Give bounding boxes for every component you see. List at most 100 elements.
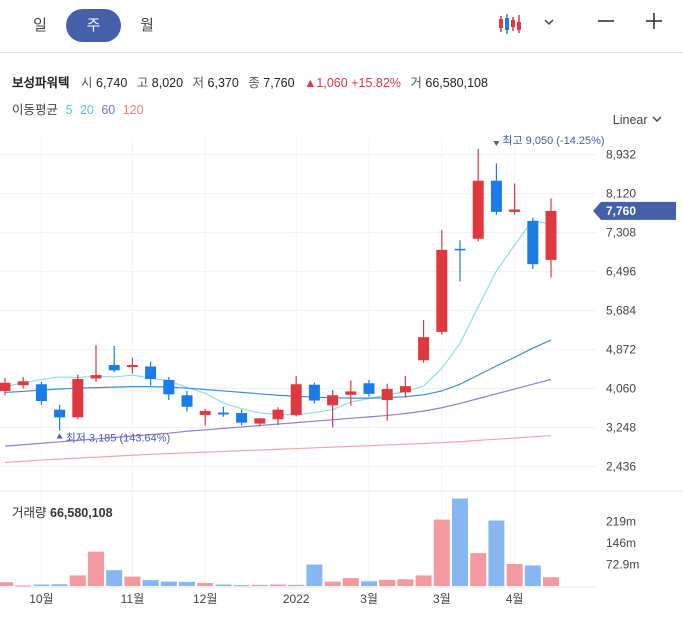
candle-body [545, 210, 557, 260]
candle-body [217, 412, 229, 415]
candle-body [90, 375, 102, 379]
volume-bar [142, 580, 159, 586]
min-marker-icon [56, 433, 63, 439]
candle-body [126, 365, 138, 367]
x-tick-label: 11월 [121, 592, 145, 606]
period-tab-day[interactable]: 일 [33, 17, 47, 34]
max-marker-icon [493, 141, 500, 147]
candle-body [0, 382, 11, 391]
candle-body [254, 418, 266, 424]
volume-tick-label: 146m [606, 536, 636, 550]
volume-bar [215, 584, 232, 586]
x-tick-label: 4월 [506, 592, 524, 606]
volume-bar [361, 581, 377, 586]
volume-bar [433, 519, 450, 586]
min-annotation: 최저 3,185 (143.64%) [66, 432, 171, 445]
scale-dropdown[interactable]: Linear [613, 113, 663, 127]
volume-bar [470, 553, 487, 586]
volume-bar [506, 563, 523, 586]
ma-5: 5 [65, 103, 73, 117]
high-label: 고 [136, 76, 149, 90]
candle-body [436, 249, 448, 332]
candle-body [17, 381, 29, 386]
low-value: 6,370 [207, 76, 239, 90]
volume-tick-label: 219m [606, 515, 636, 529]
candle-body [399, 386, 411, 393]
candle-body [35, 384, 47, 402]
period-tab-week[interactable]: 주 [66, 9, 121, 42]
candlestick-icon[interactable] [495, 10, 525, 40]
plus-icon[interactable] [640, 10, 668, 40]
change-value: ▲1,060 +15.82% [304, 76, 401, 90]
candle-body [181, 395, 193, 407]
volume-bar [197, 583, 214, 586]
volume-panel-label: 거래량 66,580,108 [12, 502, 113, 521]
volume-bar [69, 575, 86, 586]
ma-line-5 [4, 219, 552, 416]
volume-bar [342, 578, 359, 586]
candle-body [345, 391, 357, 395]
minus-icon[interactable] [592, 10, 620, 40]
candle-body [454, 248, 466, 251]
volume-bar [324, 581, 341, 586]
candle-body [418, 337, 430, 361]
volume-bar [251, 584, 268, 586]
high-value: 8,020 [151, 76, 184, 90]
close-label: 종 [248, 76, 260, 90]
y-tick-label: 6,496 [606, 265, 636, 279]
ma-20: 20 [79, 103, 94, 117]
x-tick-label: 12월 [193, 592, 217, 606]
y-tick-label: 5,684 [606, 304, 636, 318]
max-annotation: 최고 9,050 (-14.25%) [502, 134, 604, 147]
chevron-down-icon[interactable] [538, 10, 560, 40]
volume-bar [452, 498, 468, 586]
volume-bar [160, 581, 177, 586]
candle-body [490, 180, 502, 212]
volume-bar [179, 581, 195, 586]
volume-bar [51, 584, 68, 586]
candle-body [236, 413, 248, 423]
volume-bar [106, 570, 123, 586]
stock-name: 보성파워텍 [12, 76, 70, 90]
volume-bar [33, 584, 50, 586]
volume-bar [543, 577, 559, 586]
period-tab-month[interactable]: 월 [140, 17, 154, 34]
volume-bar [270, 584, 286, 586]
y-tick-label: 3,248 [606, 421, 636, 435]
x-tick-label: 10월 [29, 592, 53, 606]
volume-panel-value: 66,580,108 [50, 506, 113, 520]
y-tick-label: 2,436 [606, 460, 636, 474]
close-value: 7,760 [263, 76, 295, 90]
volume-bar [15, 585, 32, 587]
scale-label: Linear [612, 113, 648, 127]
x-tick-label: 2022 [283, 592, 310, 606]
ma-line-20 [4, 339, 552, 399]
candle-body [199, 411, 211, 415]
candle-body [54, 409, 66, 418]
volume-bar [88, 551, 104, 586]
candle-body [527, 221, 539, 265]
ma-120: 120 [122, 103, 144, 117]
volume-panel-title: 거래량 [12, 506, 47, 520]
open-label: 시 [81, 76, 93, 90]
moving-average-legend[interactable]: 이동평균 5 20 60 120 [12, 99, 144, 118]
ma-60: 60 [101, 103, 116, 117]
candle-body [327, 395, 339, 406]
candle-body [509, 209, 521, 212]
candle-body [145, 366, 157, 379]
volume-bar [524, 565, 541, 586]
volume-bar [415, 575, 432, 586]
chevron-down-icon [652, 116, 662, 122]
y-tick-label: 8,932 [606, 148, 636, 162]
volume-bar [124, 576, 141, 586]
candle-body [163, 379, 175, 395]
volume-bar [397, 579, 414, 586]
low-label: 저 [192, 76, 205, 90]
x-tick-label: 3월 [360, 592, 378, 606]
volume-tick-label: 72.9m [606, 558, 639, 572]
volume-bar [233, 585, 250, 587]
y-tick-label: 7,308 [606, 226, 636, 240]
current-price-label: 7,760 [606, 204, 636, 218]
candle-body [272, 409, 284, 420]
